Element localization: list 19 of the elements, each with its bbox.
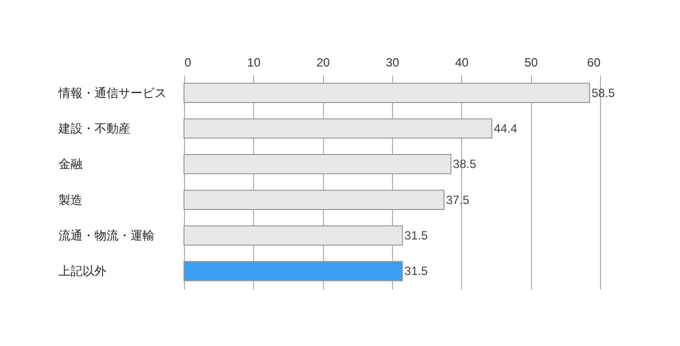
y-tick-label: 金融 — [58, 157, 82, 172]
data-label: 38.5 — [452, 157, 477, 172]
y-tick-label: 上記以外 — [58, 264, 106, 278]
y-tick-label: 情報・通信サービス — [58, 86, 166, 100]
data-label: 31.5 — [404, 264, 428, 278]
data-label: 37.5 — [446, 192, 470, 207]
x-tick-label: 10 — [247, 56, 261, 70]
y-tick-label: 流通・物流・運輸 — [58, 228, 154, 242]
data-label: 44.4 — [494, 122, 518, 136]
x-tick-label: 50 — [524, 56, 538, 70]
x-tick-label: 30 — [386, 56, 400, 70]
x-tick-label: 0 — [184, 56, 192, 70]
data-label: 31.5 — [404, 228, 428, 242]
y-tick-label: 製造 — [58, 192, 82, 207]
data-label: 58.5 — [592, 86, 616, 100]
x-tick-label: 40 — [455, 56, 469, 70]
x-tick-label: 20 — [316, 56, 330, 70]
y-tick-label: 建設・不動産 — [58, 122, 130, 136]
x-tick-label: 60 — [587, 56, 601, 70]
